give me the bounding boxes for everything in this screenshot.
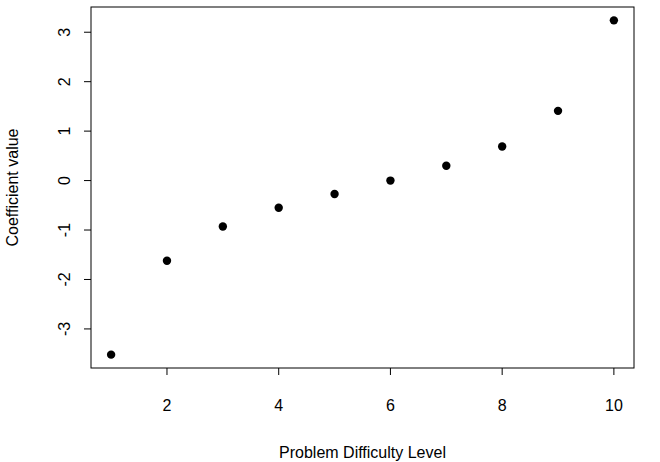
y-tick-label: -1 (56, 223, 73, 237)
x-tick (166, 368, 167, 375)
y-tick-label: -2 (56, 272, 73, 286)
x-tick-label: 4 (274, 397, 283, 414)
x-tick (278, 368, 279, 375)
point (275, 204, 283, 212)
y-tick (84, 32, 91, 33)
point (163, 256, 171, 264)
y-tick (84, 131, 91, 132)
point (330, 190, 338, 198)
y-tick (84, 180, 91, 181)
x-tick-label: 2 (163, 397, 172, 414)
point (107, 350, 115, 358)
x-tick-label: 10 (605, 397, 623, 414)
y-tick (84, 279, 91, 280)
x-tick-label: 8 (498, 397, 507, 414)
point (386, 176, 394, 184)
points-group (107, 16, 618, 359)
x-tick (502, 368, 503, 375)
y-tick-label: 2 (56, 77, 73, 86)
y-tick-label: 1 (56, 127, 73, 136)
y-tick-label: 0 (56, 176, 73, 185)
point (554, 107, 562, 115)
x-axis-label: Problem Difficulty Level (279, 444, 446, 461)
chart-container: 2 4 6 8 10 -3 -2 -1 0 1 2 3 Problem Difficulty Level… (0, 0, 660, 462)
y-tick-label: 3 (56, 28, 73, 37)
x-tick-label: 6 (386, 397, 395, 414)
point (610, 16, 618, 24)
point (219, 222, 227, 230)
x-tick (613, 368, 614, 375)
chart-svg: 2 4 6 8 10 -3 -2 -1 0 1 2 3 Problem Difficulty Level… (0, 0, 660, 462)
point (498, 142, 506, 150)
x-tick (390, 368, 391, 375)
point (442, 162, 450, 170)
plot-frame (91, 7, 634, 368)
y-tick-label: -3 (56, 322, 73, 336)
y-axis-label: Coefficient value (4, 128, 21, 246)
y-tick (84, 81, 91, 82)
y-tick (84, 328, 91, 329)
y-tick (84, 230, 91, 231)
